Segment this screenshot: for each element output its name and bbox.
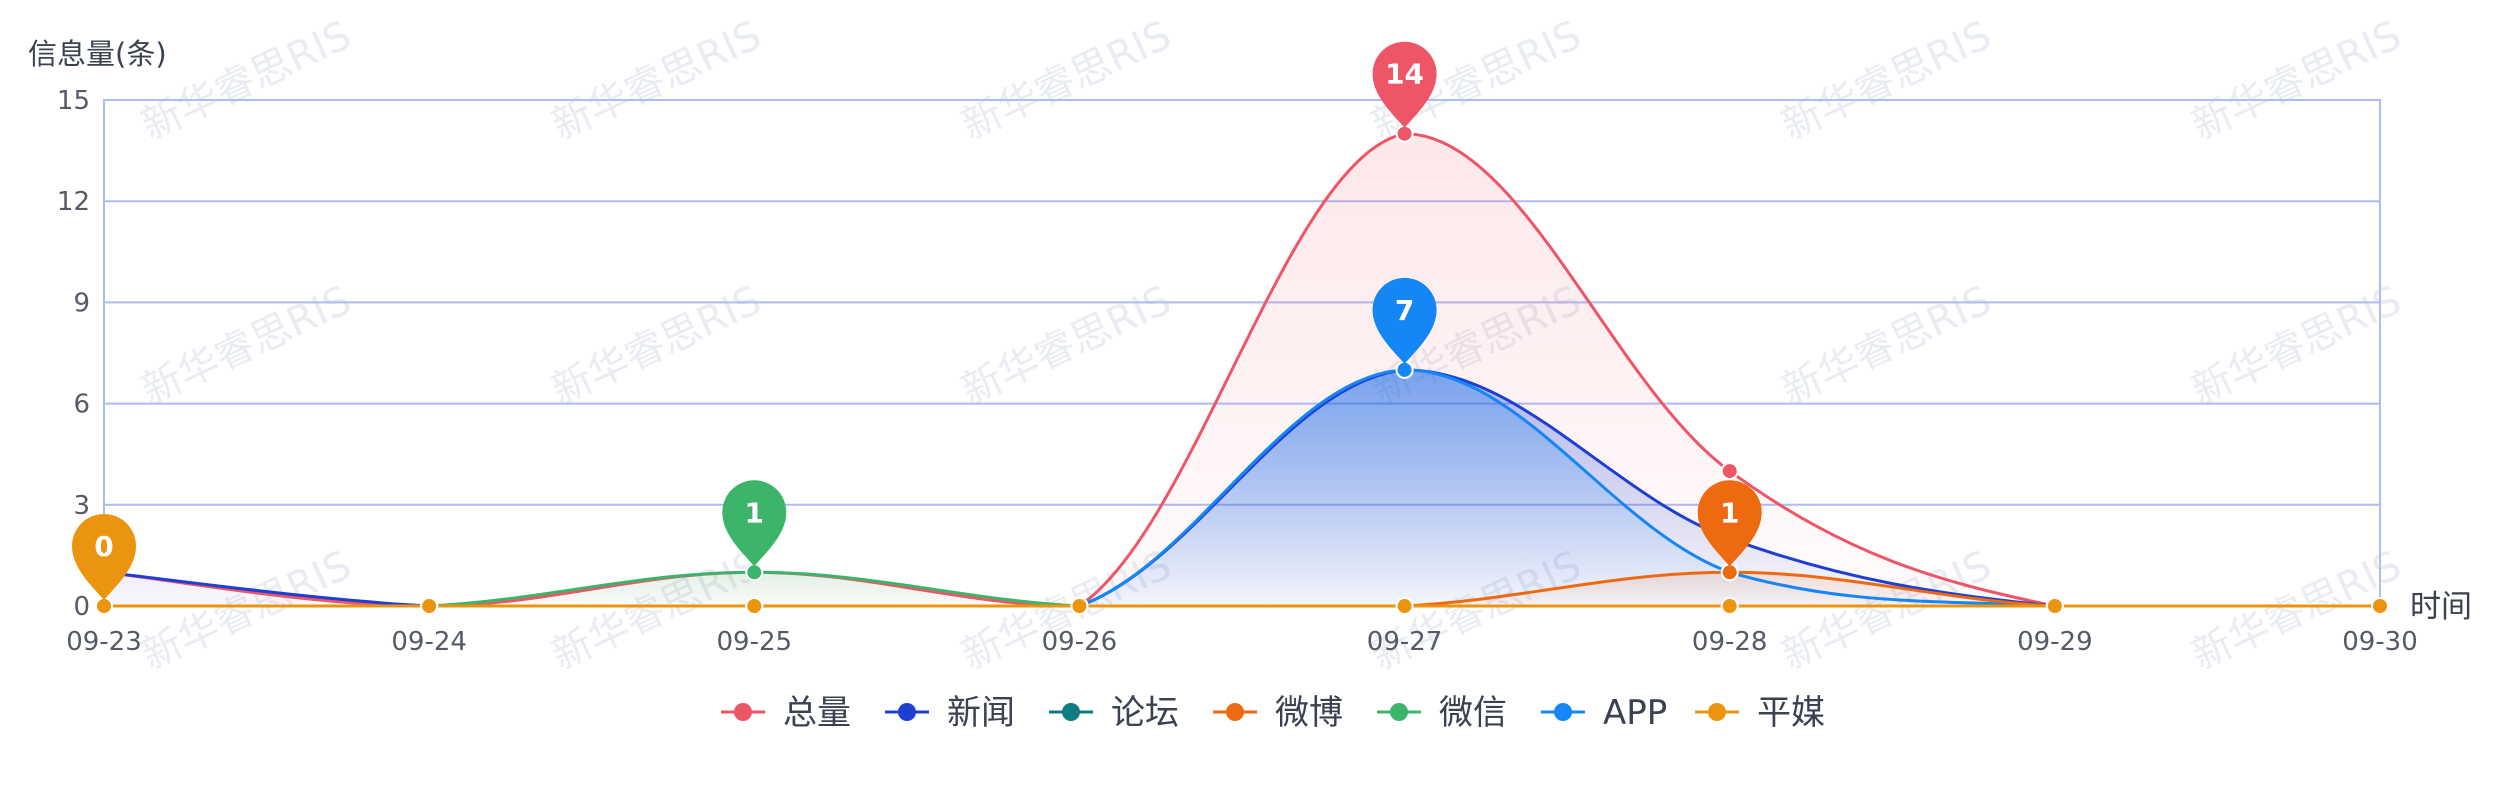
data-point[interactable] <box>95 597 113 615</box>
legend-dot <box>1708 703 1726 721</box>
y-tick-label: 9 <box>73 288 90 318</box>
legend-label: 新闻 <box>947 693 1015 733</box>
series-area-微博 <box>104 572 2380 606</box>
points <box>95 124 2389 615</box>
data-point[interactable] <box>1070 597 1089 615</box>
data-point[interactable] <box>1720 563 1739 582</box>
x-tick-label: 09-26 <box>1042 627 1118 657</box>
legend-label: 微博 <box>1275 693 1343 733</box>
legend-dot <box>898 703 916 721</box>
x-tick-label: 09-30 <box>2342 627 2418 657</box>
watermark-text: 新华睿思RIS <box>1775 277 1998 414</box>
legend-dot <box>1062 703 1080 721</box>
data-point[interactable] <box>1395 124 1414 143</box>
watermark-text: 新华睿思RIS <box>545 542 768 679</box>
y-axis-title: 信息量(条) <box>28 37 167 71</box>
watermark-text: 新华睿思RIS <box>545 277 768 414</box>
x-tick-label: 09-27 <box>1367 627 1443 657</box>
marker-label: 1 <box>745 496 764 529</box>
data-point[interactable] <box>2371 597 2389 615</box>
data-point[interactable] <box>420 597 439 615</box>
data-point[interactable] <box>745 597 764 615</box>
legend: 总量 新闻 论坛 微博 微信 APP 平媒 <box>721 693 1825 733</box>
data-point[interactable] <box>1720 597 1739 615</box>
legend-label: 总量 <box>783 693 851 733</box>
x-tick-label: 09-28 <box>1692 627 1768 657</box>
legend-dot <box>1554 703 1572 721</box>
y-tick-label: 6 <box>73 390 90 420</box>
y-tick-label: 3 <box>73 491 90 521</box>
x-tick-label: 09-25 <box>717 627 793 657</box>
watermark-text: 新华睿思RIS <box>2185 12 2408 149</box>
legend-label: 微信 <box>1439 693 1507 733</box>
value-markers: 0 1 14 7 1 <box>72 41 1762 600</box>
lines <box>103 132 2380 608</box>
legend-item-新闻[interactable]: 新闻 <box>885 693 1015 733</box>
x-tick-label: 09-29 <box>2017 627 2093 657</box>
legend-dot <box>1390 703 1408 721</box>
x-tick-label: 09-24 <box>391 627 467 657</box>
watermark-text: 新华睿思RIS <box>135 542 358 679</box>
data-point[interactable] <box>745 563 764 582</box>
watermark-text: 新华睿思RIS <box>955 277 1178 414</box>
legend-item-平媒[interactable]: 平媒 <box>1695 693 1825 733</box>
marker-pin <box>1697 480 1762 567</box>
watermark-text: 新华睿思RIS <box>545 12 768 149</box>
legend-item-APP[interactable]: APP <box>1541 693 1667 733</box>
watermark-text: 新华睿思RIS <box>135 12 358 149</box>
y-tick-label: 12 <box>57 187 90 217</box>
marker-pin <box>722 480 787 567</box>
data-point[interactable] <box>1720 462 1739 481</box>
legend-item-微信[interactable]: 微信 <box>1377 693 1507 733</box>
legend-item-微博[interactable]: 微博 <box>1213 693 1343 733</box>
legend-label: APP <box>1603 693 1667 733</box>
marker-label: 0 <box>94 530 113 563</box>
series-area-总量 <box>104 133 2380 606</box>
series-area-APP <box>104 369 2380 606</box>
data-point[interactable] <box>1395 360 1414 379</box>
y-tick-label: 0 <box>73 592 90 622</box>
series-line-总量 <box>103 132 2380 608</box>
marker-pin <box>1372 41 1437 128</box>
x-tick-label: 09-23 <box>66 627 142 657</box>
marker-pin <box>1372 277 1437 364</box>
watermark-text: 新华睿思RIS <box>1775 12 1998 149</box>
watermark-text: 新华睿思RIS <box>2185 277 2408 414</box>
marker-label: 7 <box>1395 294 1414 327</box>
legend-label: 平媒 <box>1757 693 1825 733</box>
legend-item-论坛[interactable]: 论坛 <box>1049 693 1179 733</box>
watermark-text: 新华睿思RIS <box>955 12 1178 149</box>
legend-item-总量[interactable]: 总量 <box>721 693 851 733</box>
legend-dot <box>734 703 752 721</box>
legend-label: 论坛 <box>1111 693 1179 733</box>
marker-pin <box>72 514 136 600</box>
data-point[interactable] <box>1395 597 1414 615</box>
data-point[interactable] <box>2045 597 2064 615</box>
marker-label: 1 <box>1720 496 1739 529</box>
marker-label: 14 <box>1385 58 1424 91</box>
watermark-text: 新华睿思RIS <box>135 277 358 414</box>
y-tick-label: 15 <box>57 86 90 116</box>
legend-dot <box>1226 703 1244 721</box>
x-axis-title: 时间 <box>2410 589 2472 625</box>
series-area-微信 <box>104 572 2380 606</box>
areas <box>104 133 2380 606</box>
